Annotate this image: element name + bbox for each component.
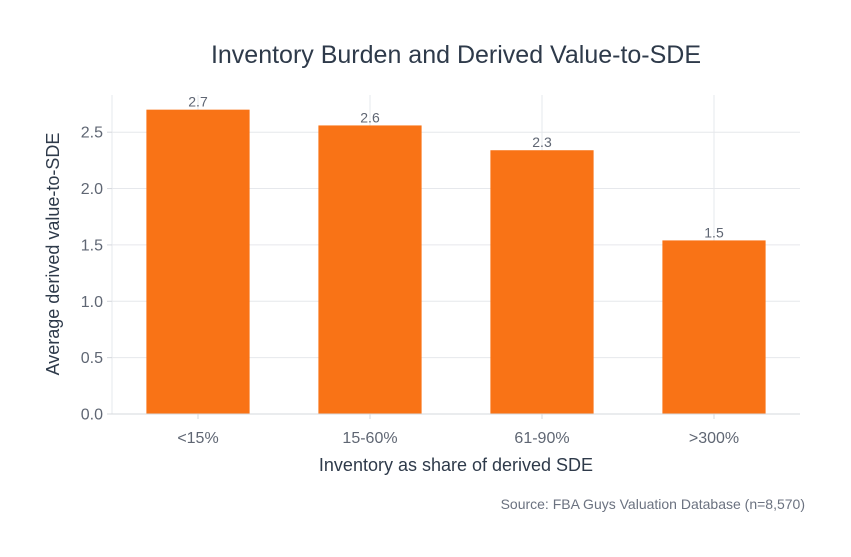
- y-axis-ticks: 0.0 0.5 1.0 1.5 2.0 2.5: [81, 125, 112, 424]
- y-tick-label: 1.5: [81, 237, 103, 254]
- bar-value-label: 1.5: [704, 224, 724, 240]
- bar-value-label: 2.3: [532, 134, 552, 150]
- bar: [662, 240, 766, 414]
- chart-title: Inventory Burden and Derived Value-to-SD…: [211, 41, 701, 69]
- x-tick-label: 15-60%: [342, 430, 397, 447]
- y-tick-label: 1.0: [81, 294, 103, 311]
- bar: [490, 150, 594, 414]
- bar: [318, 125, 422, 414]
- bar-value-label: 2.7: [188, 94, 208, 110]
- x-tick-label: 61-90%: [514, 430, 569, 447]
- x-tick-label: >300%: [689, 430, 739, 447]
- y-tick-label: 0.0: [81, 407, 103, 424]
- y-tick-label: 2.0: [81, 181, 103, 198]
- bars: [146, 109, 766, 414]
- x-axis-title: Inventory as share of derived SDE: [319, 455, 593, 475]
- y-axis-title: Average derived value-to-SDE: [43, 133, 63, 376]
- data-labels: 2.7 2.6 2.3 1.5: [188, 94, 724, 241]
- y-tick-label: 2.5: [81, 125, 103, 142]
- bar-value-label: 2.6: [360, 109, 380, 125]
- y-tick-label: 0.5: [81, 350, 103, 367]
- bar: [146, 109, 250, 414]
- x-tick-label: <15%: [177, 430, 218, 447]
- x-axis-ticks: <15% 15-60% 61-90% >300%: [177, 414, 739, 447]
- source-note: Source: FBA Guys Valuation Database (n=8…: [501, 496, 805, 512]
